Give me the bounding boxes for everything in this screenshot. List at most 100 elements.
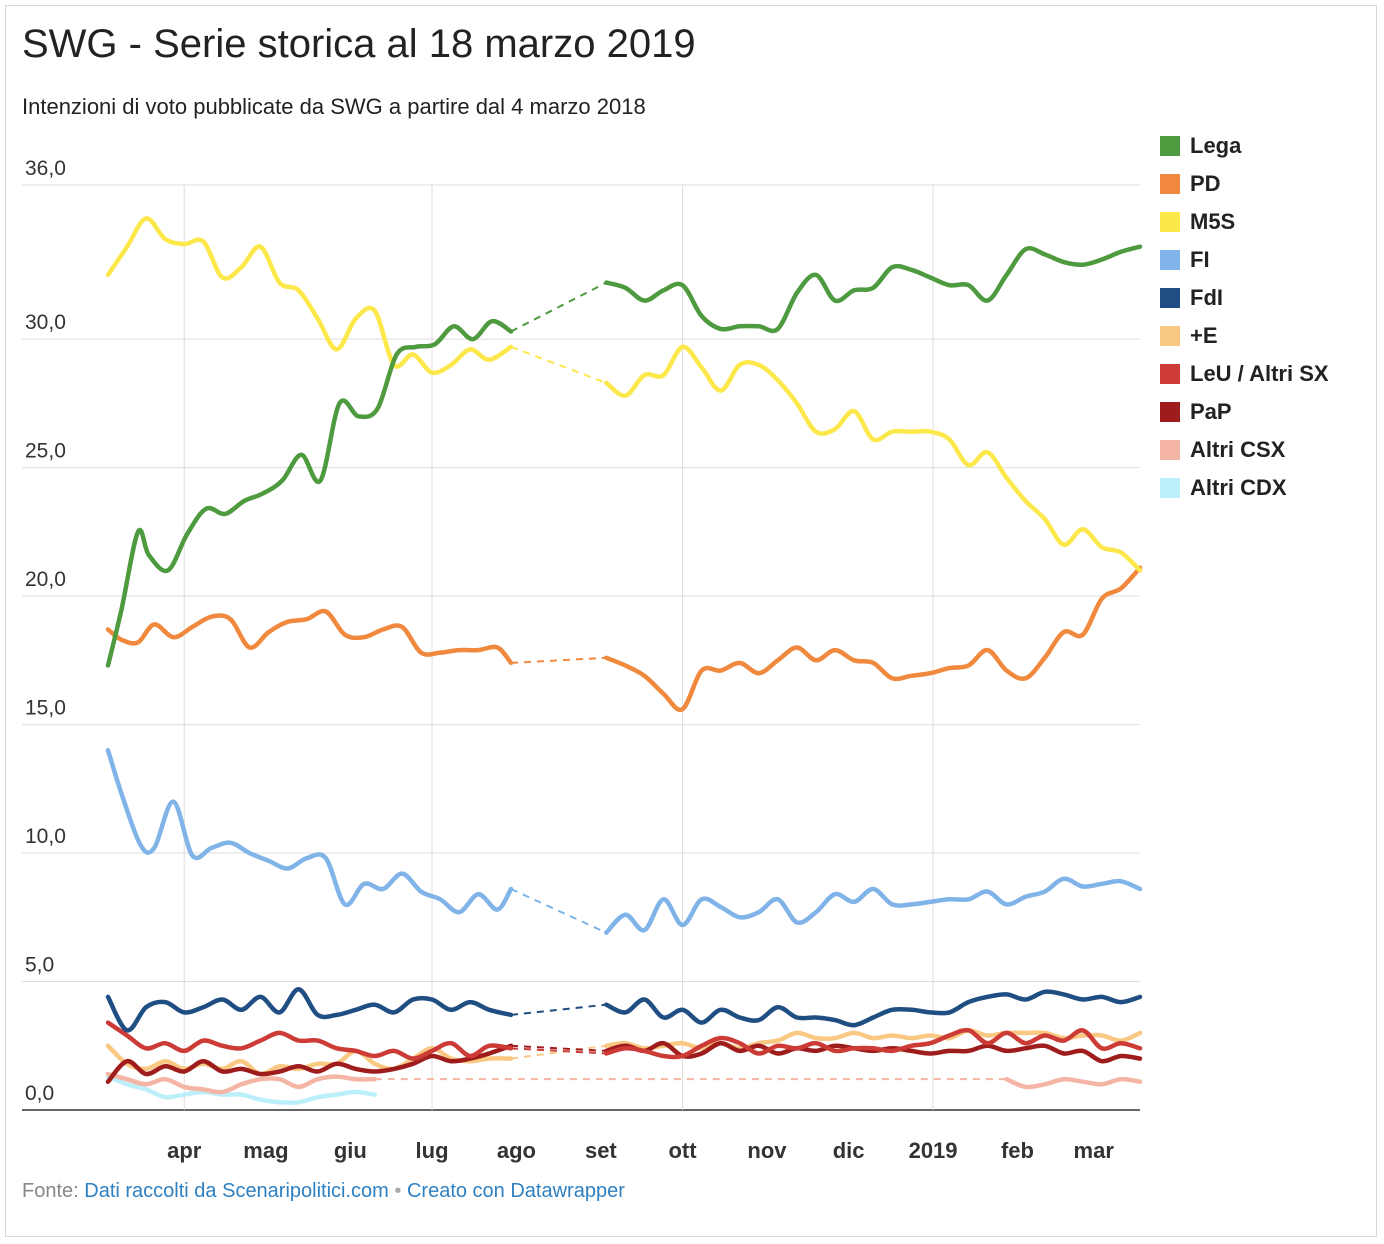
- legend-item-pap: PaP: [1160, 393, 1329, 431]
- series-line-pd: [105, 608, 514, 666]
- legend-swatch: [1160, 250, 1180, 270]
- source-link[interactable]: Dati raccolti da Scenaripolitici.com: [84, 1180, 389, 1202]
- series-line-fi: [105, 748, 514, 915]
- legend-label: FdI: [1190, 285, 1223, 310]
- x-tick-label: apr: [167, 1138, 202, 1163]
- series-gap-m5s: [510, 345, 607, 384]
- legend-item-altri-cdx: Altri CDX: [1160, 469, 1329, 507]
- x-tick-label: 2019: [909, 1138, 958, 1163]
- series-fi: [105, 748, 1143, 935]
- y-tick-label: 0,0: [25, 1082, 54, 1105]
- legend-label: Altri CSX: [1190, 437, 1286, 462]
- series-e: [105, 1028, 1143, 1077]
- x-tick-label: feb: [1001, 1138, 1034, 1163]
- legend-swatch: [1160, 136, 1180, 156]
- x-tick-label: giu: [334, 1138, 367, 1163]
- legend-label: +E: [1190, 323, 1218, 348]
- series-lines: [105, 216, 1143, 1106]
- y-tick-label: 15,0: [25, 697, 66, 720]
- series-line-leu-altri-sx: [105, 1020, 514, 1061]
- series-line-lega: [105, 318, 514, 668]
- legend-label: PD: [1190, 171, 1221, 196]
- y-tick-label: 30,0: [25, 311, 66, 334]
- legend-item-fi: FI: [1160, 241, 1329, 279]
- chart-title: SWG - Serie storica al 18 marzo 2019: [22, 22, 696, 66]
- legend-swatch: [1160, 440, 1180, 460]
- x-tick-label: lug: [416, 1138, 449, 1163]
- series-lega: [105, 244, 1143, 668]
- series-gap-fdi: [510, 1003, 607, 1016]
- x-tick-label: mag: [243, 1138, 288, 1163]
- legend-label: FI: [1190, 247, 1210, 272]
- footer: Fonte: Dati raccolti da Scenaripolitici.…: [22, 1180, 625, 1203]
- legend: Lega PD M5S FI FdI +E LeU / Altri SX PaP Altri C…: [1160, 127, 1329, 507]
- x-tick-label: nov: [747, 1138, 787, 1163]
- legend-label: PaP: [1190, 399, 1232, 424]
- series-line-e: [105, 1043, 514, 1077]
- legend-swatch: [1160, 364, 1180, 384]
- source-label: Fonte:: [22, 1180, 79, 1202]
- legend-item-lega: Lega: [1160, 127, 1329, 165]
- y-tick-label: 36,0: [25, 157, 66, 180]
- y-tick-label: 10,0: [25, 825, 66, 848]
- series-gap-fi: [510, 888, 607, 934]
- legend-item-altri-csx: Altri CSX: [1160, 431, 1329, 469]
- chart-frame: [5, 5, 1377, 1237]
- legend-item-leu-altri-sx: LeU / Altri SX: [1160, 355, 1329, 393]
- series-fdi: [105, 986, 1143, 1033]
- x-tick-label: ago: [497, 1138, 536, 1163]
- series-line-pap: [604, 1040, 1143, 1064]
- x-tick-label: ott: [668, 1138, 697, 1163]
- series-line-lega: [604, 244, 1143, 334]
- legend-swatch: [1160, 174, 1180, 194]
- y-axis-ticks: 0,0 5,0 10,0 15,0 20,0 25,0 30,0 36,0: [25, 157, 66, 1105]
- series-altri-csx: [105, 1071, 1143, 1095]
- series-line-fdi: [105, 986, 514, 1033]
- gridlines: [22, 184, 1140, 1111]
- x-tick-label: mar: [1074, 1138, 1115, 1163]
- legend-label: Altri CDX: [1190, 475, 1287, 500]
- x-tick-label: dic: [833, 1138, 865, 1163]
- series-pap: [105, 1040, 1143, 1084]
- series-leu-altri-sx: [105, 1020, 1143, 1061]
- series-line-leu-altri-sx: [604, 1027, 1143, 1060]
- series-gap-pap: [510, 1044, 607, 1052]
- series-line-altri-csx: [1004, 1076, 1143, 1090]
- x-tick-label: set: [585, 1138, 617, 1163]
- series-line-m5s: [105, 216, 514, 376]
- legend-swatch: [1160, 212, 1180, 232]
- chart-subtitle: Intenzioni di voto pubblicate da SWG a p…: [22, 94, 646, 119]
- series-line-m5s: [604, 344, 1143, 573]
- series-gap-lega: [510, 281, 607, 333]
- series-line-pap: [105, 1043, 514, 1084]
- y-tick-label: 5,0: [25, 954, 54, 977]
- series-gap-leu-altri-sx: [510, 1047, 607, 1055]
- footer-separator: •: [394, 1180, 402, 1202]
- datawrapper-link[interactable]: Creato con Datawrapper: [406, 1180, 625, 1202]
- legend-item-pd: PD: [1160, 165, 1329, 203]
- series-pd: [105, 565, 1143, 713]
- series-gap-pd: [510, 656, 607, 664]
- x-axis-ticks: apr mag giu lug ago set ott nov dic 2019 feb mar: [167, 1138, 1114, 1163]
- series-line-pd: [604, 565, 1143, 713]
- series-line-altri-cdx: [105, 1074, 378, 1106]
- legend-item-fdi: FdI: [1160, 279, 1329, 317]
- y-tick-label: 25,0: [25, 440, 66, 463]
- series-altri-cdx: [105, 1074, 378, 1106]
- legend-label: M5S: [1190, 209, 1236, 234]
- legend-label: LeU / Altri SX: [1190, 361, 1329, 386]
- series-m5s: [105, 216, 1143, 573]
- series-line-altri-csx: [105, 1071, 378, 1095]
- legend-label: Lega: [1190, 133, 1242, 158]
- legend-swatch: [1160, 288, 1180, 308]
- y-tick-label: 20,0: [25, 568, 66, 591]
- legend-swatch: [1160, 326, 1180, 346]
- series-line-fdi: [604, 989, 1143, 1028]
- series-gap-e: [510, 1044, 607, 1060]
- series-line-fi: [604, 876, 1143, 935]
- legend-item-m5s: M5S: [1160, 203, 1329, 241]
- legend-item-e: +E: [1160, 317, 1329, 355]
- legend-swatch: [1160, 478, 1180, 498]
- legend-swatch: [1160, 402, 1180, 422]
